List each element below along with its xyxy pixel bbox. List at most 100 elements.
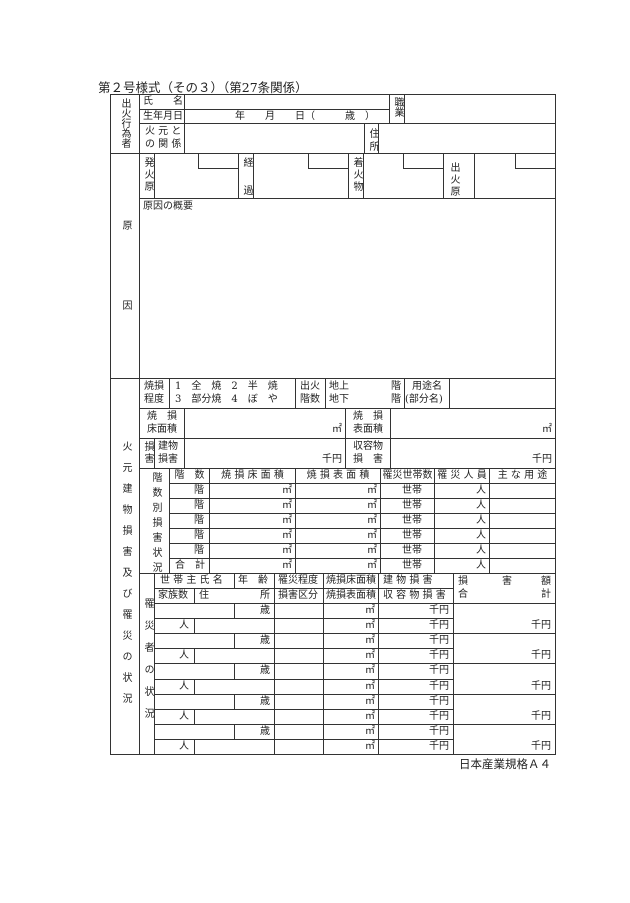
contents-damage-field[interactable]: 千円 <box>390 438 556 469</box>
floor-use-field[interactable] <box>489 483 556 499</box>
age-field[interactable]: 歳 <box>234 663 275 680</box>
victim-address-field[interactable] <box>194 709 275 725</box>
ignition-source-code-box[interactable] <box>198 153 239 169</box>
occupation-field[interactable] <box>404 94 556 124</box>
floor-burn-area-field[interactable]: ㎡ <box>209 558 296 574</box>
floor-number-field[interactable]: 階 <box>169 483 210 499</box>
floor-surface-area-field[interactable]: ㎡ <box>295 513 381 529</box>
victim-address-field[interactable] <box>194 618 275 634</box>
surface-area-field[interactable]: ㎡ <box>390 408 556 439</box>
floor-burn-area-field[interactable]: ㎡ <box>209 543 296 559</box>
damage-degree-field[interactable] <box>274 694 324 710</box>
damage-degree-field[interactable] <box>274 603 324 619</box>
fire-cause-code-box[interactable] <box>515 153 556 169</box>
floor-surface-area-field[interactable]: ㎡ <box>295 483 381 499</box>
householder-name-field[interactable] <box>154 694 235 710</box>
age-field[interactable]: 歳 <box>234 694 275 710</box>
damage-class-field[interactable] <box>274 739 324 755</box>
use-name-field[interactable] <box>449 378 556 409</box>
age-field[interactable]: 歳 <box>234 633 275 649</box>
floor-burn-area-field[interactable]: ㎡ <box>209 513 296 529</box>
householder-name-field[interactable] <box>154 724 235 740</box>
floor-households-field[interactable]: 世帯 <box>380 558 435 574</box>
address-field[interactable] <box>378 123 556 154</box>
floor-area-field[interactable]: ㎡ <box>184 408 346 439</box>
damage-degree-field[interactable] <box>274 633 324 649</box>
floor-number-field[interactable]: 階 <box>169 543 210 559</box>
damage-total-field[interactable]: 千円 <box>453 724 556 755</box>
victim-floor-area-field[interactable]: ㎡ <box>323 663 379 680</box>
victim-contents-damage-field[interactable]: 千円 <box>378 648 454 664</box>
floor-use-field[interactable] <box>489 498 556 514</box>
victim-surface-area-field[interactable]: ㎡ <box>323 709 379 725</box>
floor-burn-area-field[interactable]: ㎡ <box>209 498 296 514</box>
building-damage-field[interactable]: 千円 <box>184 438 346 469</box>
victim-address-field[interactable] <box>194 739 275 755</box>
victim-surface-area-field[interactable]: ㎡ <box>323 739 379 755</box>
householder-name-field[interactable] <box>154 603 235 619</box>
family-count-field[interactable]: 人 <box>154 679 195 695</box>
damage-total-field[interactable]: 千円 <box>453 603 556 634</box>
family-count-field[interactable]: 人 <box>154 739 195 755</box>
floor-use-field[interactable] <box>489 558 556 574</box>
relation-field[interactable] <box>184 123 365 154</box>
floor-persons-field[interactable]: 人 <box>434 528 490 544</box>
floor-number-field[interactable]: 階 <box>169 513 210 529</box>
floor-burn-area-field[interactable]: ㎡ <box>209 528 296 544</box>
floor-households-field[interactable]: 世帯 <box>380 483 435 499</box>
first-ignited-code-box[interactable] <box>403 153 444 169</box>
victim-building-damage-field[interactable]: 千円 <box>378 694 454 710</box>
victim-surface-area-field[interactable]: ㎡ <box>323 618 379 634</box>
damage-total-field[interactable]: 千円 <box>453 633 556 664</box>
floor-surface-area-field[interactable]: ㎡ <box>295 528 381 544</box>
victim-contents-damage-field[interactable]: 千円 <box>378 739 454 755</box>
victim-contents-damage-field[interactable]: 千円 <box>378 618 454 634</box>
damage-class-field[interactable] <box>274 648 324 664</box>
victim-surface-area-field[interactable]: ㎡ <box>323 679 379 695</box>
age-field[interactable]: 歳 <box>234 603 275 619</box>
victim-building-damage-field[interactable]: 千円 <box>378 663 454 680</box>
floor-persons-field[interactable]: 人 <box>434 483 490 499</box>
floor-burn-area-field[interactable]: ㎡ <box>209 483 296 499</box>
victim-address-field[interactable] <box>194 648 275 664</box>
householder-name-field[interactable] <box>154 633 235 649</box>
floor-surface-area-field[interactable]: ㎡ <box>295 498 381 514</box>
age-field[interactable]: 歳 <box>234 724 275 740</box>
floor-use-field[interactable] <box>489 543 556 559</box>
damage-total-field[interactable]: 千円 <box>453 663 556 695</box>
floor-number-field[interactable]: 階 <box>169 528 210 544</box>
victim-floor-area-field[interactable]: ㎡ <box>323 633 379 649</box>
fire-floor-field[interactable]: 地上階地下階 <box>325 378 405 409</box>
birth-date-field[interactable]: 年 月 日（ 歳 ） <box>184 109 390 124</box>
damage-class-field[interactable] <box>274 679 324 695</box>
victim-building-damage-field[interactable]: 千円 <box>378 633 454 649</box>
victim-contents-damage-field[interactable]: 千円 <box>378 679 454 695</box>
family-count-field[interactable]: 人 <box>154 709 195 725</box>
damage-degree-field[interactable] <box>274 663 324 680</box>
ignition-source-field[interactable] <box>154 153 239 199</box>
floor-households-field[interactable]: 世帯 <box>380 498 435 514</box>
victim-floor-area-field[interactable]: ㎡ <box>323 694 379 710</box>
damage-class-field[interactable] <box>274 709 324 725</box>
floor-persons-field[interactable]: 人 <box>434 543 490 559</box>
floor-use-field[interactable] <box>489 528 556 544</box>
floor-persons-field[interactable]: 人 <box>434 558 490 574</box>
victim-building-damage-field[interactable]: 千円 <box>378 724 454 740</box>
floor-households-field[interactable]: 世帯 <box>380 543 435 559</box>
victim-floor-area-field[interactable]: ㎡ <box>323 724 379 740</box>
burn-degree-options[interactable]: 1 全 焼 2 半 焼 3 部分焼 4 ぼ や <box>169 378 296 409</box>
floor-households-field[interactable]: 世帯 <box>380 513 435 529</box>
floor-households-field[interactable]: 世帯 <box>380 528 435 544</box>
victim-contents-damage-field[interactable]: 千円 <box>378 709 454 725</box>
process-code-box[interactable] <box>308 153 349 169</box>
damage-total-field[interactable]: 千円 <box>453 694 556 725</box>
cause-summary-field[interactable]: 原因の概要 <box>139 198 556 379</box>
householder-name-field[interactable] <box>154 663 235 680</box>
victim-surface-area-field[interactable]: ㎡ <box>323 648 379 664</box>
damage-class-field[interactable] <box>274 618 324 634</box>
floor-number-field[interactable]: 階 <box>169 498 210 514</box>
victim-address-field[interactable] <box>194 679 275 695</box>
floor-surface-area-field[interactable]: ㎡ <box>295 543 381 559</box>
family-count-field[interactable]: 人 <box>154 648 195 664</box>
family-count-field[interactable]: 人 <box>154 618 195 634</box>
